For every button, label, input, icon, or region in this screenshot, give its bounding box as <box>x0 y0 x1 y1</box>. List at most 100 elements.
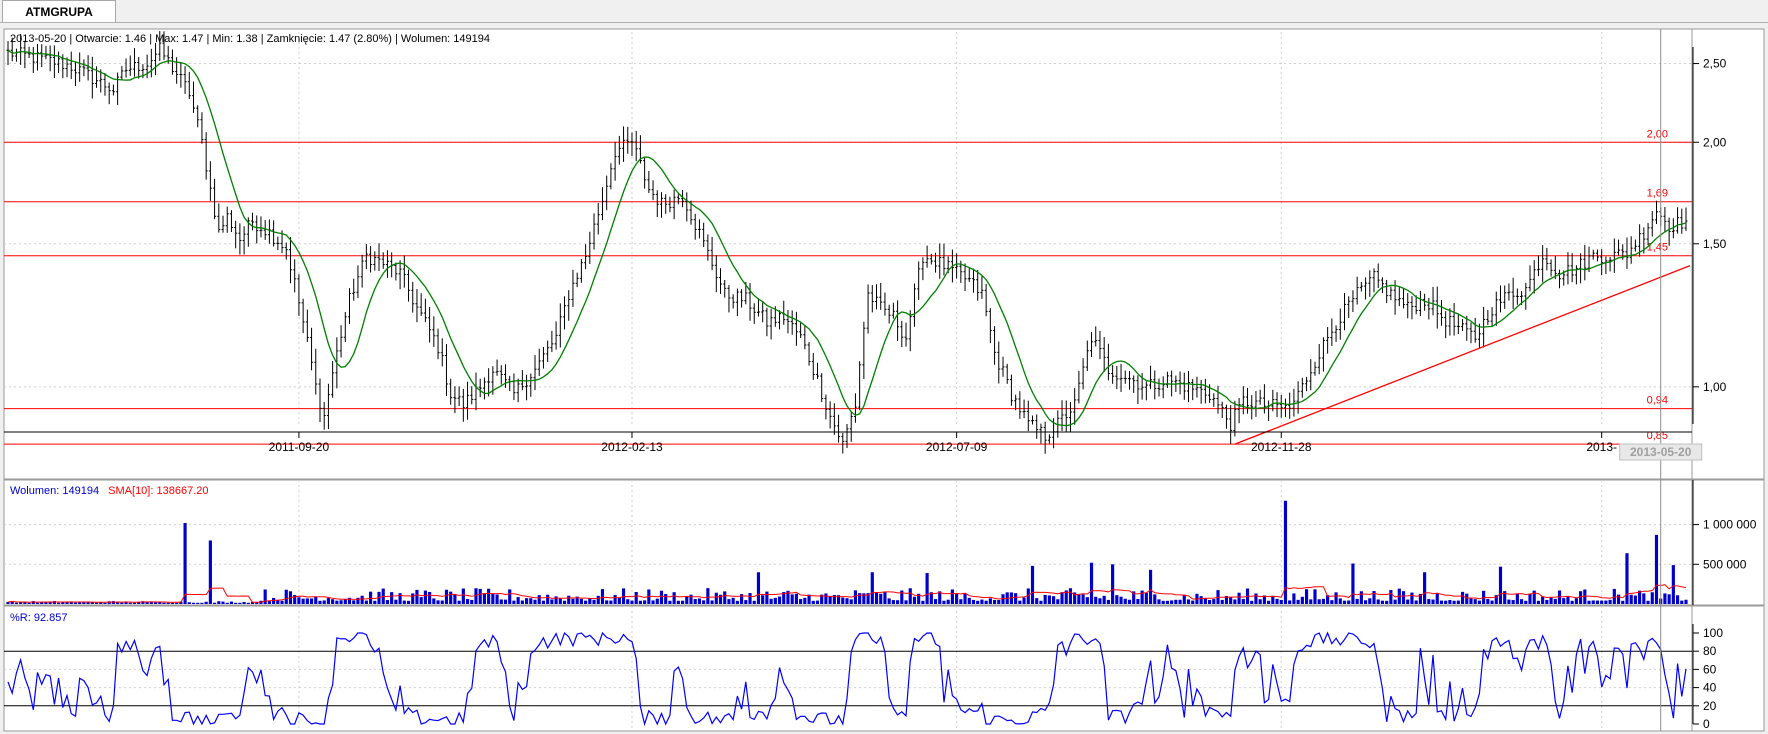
volume-bar <box>874 592 879 604</box>
volume-legend-name: Wolumen <box>10 485 56 497</box>
volume-bar <box>626 599 630 604</box>
price-bar <box>234 220 238 249</box>
price-bar <box>1629 236 1633 264</box>
price-bar <box>107 82 111 105</box>
price-bar <box>1106 343 1110 381</box>
price-bar <box>394 262 398 281</box>
cursor-date-box: 2013-05-20 <box>1619 443 1703 461</box>
volume-bar <box>630 600 634 604</box>
price-bar <box>727 285 731 313</box>
price-bar <box>149 48 153 78</box>
cursor-date-label: 2013-05-20 <box>1630 445 1692 459</box>
volume-bar <box>1233 599 1237 604</box>
volume-bar <box>1296 599 1300 604</box>
wr-ytick-label-3: 60 <box>1703 662 1717 676</box>
price-bar <box>1431 286 1435 316</box>
price-bar <box>1410 296 1414 320</box>
price-bar <box>837 414 841 443</box>
price-bar <box>912 283 916 327</box>
volume-bar <box>858 593 862 604</box>
price-bar <box>1047 434 1051 444</box>
volume-bar <box>1144 592 1148 604</box>
volume-bar <box>1423 572 1427 604</box>
price-bar <box>1456 314 1460 335</box>
price-bar <box>1216 385 1220 414</box>
volume-bar <box>900 590 904 604</box>
price-bar <box>1001 356 1005 377</box>
volume-bar <box>297 597 301 604</box>
volume-bar <box>27 602 31 604</box>
price-bar <box>415 289 419 323</box>
price-bar <box>820 373 824 403</box>
volume-bar <box>1056 599 1060 604</box>
volume-bar <box>1014 593 1018 604</box>
volume-bar <box>697 598 702 604</box>
price-bar <box>1296 381 1300 414</box>
volume-bar <box>773 597 777 604</box>
volume-bar <box>356 597 360 604</box>
price-panel: 2,00 1,69 1,45 0,94 0,85 1,00 1,50 2,00 2,50 20… <box>3 28 1765 480</box>
volume-bar <box>1439 600 1444 604</box>
price-bar <box>1246 387 1250 414</box>
volume-bar <box>73 602 78 604</box>
volume-bar <box>588 598 592 604</box>
price-bar <box>685 192 689 222</box>
volume-bar <box>99 602 103 604</box>
price-bar <box>1595 249 1599 262</box>
volume-bar <box>1127 599 1132 604</box>
price-bar <box>761 302 765 323</box>
price-bar <box>419 293 423 317</box>
volume-bar <box>503 599 508 604</box>
volume-bar <box>200 602 204 604</box>
volume-bar <box>14 602 19 604</box>
volume-bar <box>1064 590 1068 604</box>
price-bar <box>1005 363 1009 384</box>
volume-bar <box>529 598 533 604</box>
volume-bar <box>550 599 554 604</box>
volume-bar <box>23 602 27 604</box>
volume-axis-bg <box>1691 479 1765 606</box>
volume-bar <box>499 599 503 604</box>
price-bar <box>1364 277 1368 300</box>
volume-bar <box>558 598 562 604</box>
price-bar <box>976 269 980 301</box>
volume-bar <box>322 600 326 604</box>
price-bar <box>643 157 647 189</box>
price-bar <box>1271 389 1275 412</box>
price-bar <box>208 161 212 201</box>
volume-bar <box>175 602 179 604</box>
volume-bar <box>221 601 225 604</box>
volume-bar <box>78 601 82 604</box>
volume-bar <box>225 602 229 604</box>
wr-panel-bg <box>3 605 1693 732</box>
price-bar <box>369 246 373 273</box>
volume-bar <box>508 589 512 604</box>
price-bar <box>752 303 756 324</box>
price-bar <box>1397 287 1401 307</box>
price-bar <box>1435 286 1439 329</box>
volume-bar <box>1406 599 1410 604</box>
volume-bar <box>617 597 621 604</box>
price-bar <box>702 222 706 248</box>
x-tick-label-2: 2012-07-09 <box>926 440 988 454</box>
price-bar <box>1414 295 1418 315</box>
price-bar <box>449 378 453 405</box>
volume-bar <box>208 540 212 604</box>
volume-bar <box>238 602 242 604</box>
price-bar <box>1389 286 1393 301</box>
price-bar <box>558 303 562 348</box>
volume-bar <box>592 599 596 604</box>
price-bar <box>444 344 448 396</box>
volume-bar <box>1452 600 1456 604</box>
volume-bar <box>992 599 997 604</box>
chart-area[interactable]: 2,00 1,69 1,45 0,94 0,85 1,00 1,50 2,00 2,50 20… <box>0 24 1768 734</box>
volume-bar <box>1106 599 1110 604</box>
volume-bar <box>1587 600 1591 604</box>
price-bar <box>1258 389 1262 405</box>
volume-bar <box>1258 599 1262 604</box>
volume-grid <box>4 480 1692 605</box>
volume-bar <box>912 596 917 604</box>
tab-atmgrupa[interactable]: ATMGRUPA <box>2 0 116 22</box>
volume-bar <box>1068 588 1073 604</box>
price-bar <box>676 194 680 205</box>
